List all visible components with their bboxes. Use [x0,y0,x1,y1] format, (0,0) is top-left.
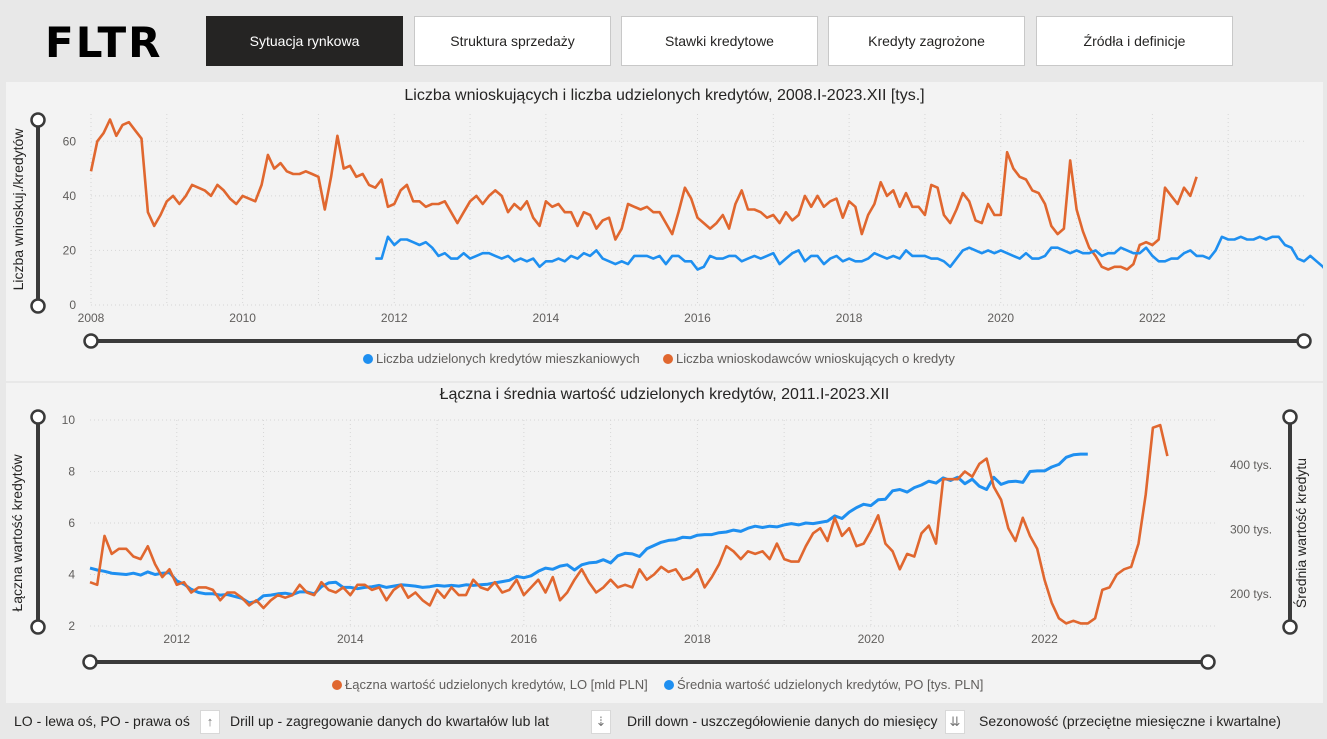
x-range-slider-handle-left[interactable] [83,333,99,349]
series-line-udzielone [375,235,1327,275]
x-tick-label: 2010 [229,311,256,325]
chart-title: Łączna i średnia wartość udzielonych kre… [439,386,890,403]
tab-sytuacja-rynkowa[interactable]: Sytuacja rynkowa [206,16,403,66]
x-tick-label: 2020 [858,632,885,646]
y-tick-label: 8 [68,465,75,479]
y-right-tick-label: 200 tys. [1230,587,1272,601]
x-range-slider-handle-right[interactable] [1296,333,1312,349]
drill-up-icon[interactable]: ↑ [200,710,220,734]
x-tick-label: 2016 [510,632,537,646]
x-tick-label: 2014 [337,632,364,646]
x-tick-label: 2020 [987,311,1014,325]
y-range-slider-handle-top[interactable] [30,112,46,128]
tab-kredyty-zagrozone[interactable]: Kredyty zagrożone [828,16,1025,66]
legend-marker-laczna [332,680,342,690]
x-tick-label: 2018 [684,632,711,646]
x-tick-label: 2014 [533,311,560,325]
legend-label-laczna: Łączna wartość udzielonych kredytów, LO … [345,677,648,692]
chart-applicants-svg: 0 20 40 60 2008 2010 2012 2014 2016 2018 2020 2022 L… [10,112,1327,366]
legend-marker-udzielone [363,354,373,364]
x-tick-label: 2012 [381,311,408,325]
y-tick-label: 0 [69,298,76,312]
series-line-wnioskodawcy [89,118,1198,271]
x-tick-label: 2012 [163,632,190,646]
chart-panel-applicants: Liczba wnioskujących i liczba udzielonyc… [6,82,1327,381]
y-range-slider-handle-bottom[interactable] [1282,619,1298,635]
x-range-slider-handle-right[interactable] [1200,654,1216,670]
y-range-slider-handle-top[interactable] [1282,409,1298,425]
x-tick-label: 2008 [78,311,105,325]
x-tick-label: 2022 [1139,311,1166,325]
legend-label-srednia: Średnia wartość udzielonych kredytów, PO… [677,677,983,692]
y-tick-label: 4 [68,568,75,582]
y-range-slider-handle-bottom[interactable] [30,619,46,635]
legend-marker-wnioskodawcy [663,354,673,364]
seasonality-label: Sezonowość (przeciętne miesięczne i kwar… [979,713,1281,729]
footer-bar: LO - lewa oś, PO - prawa oś ↑ Drill up -… [0,705,1327,739]
y-tick-label: 2 [68,619,75,633]
seasonality-icon[interactable]: ⇊ [945,710,965,734]
y-tick-label: 10 [62,413,76,427]
drill-down-icon[interactable]: ⇣ [591,710,611,734]
x-tick-label: 2022 [1031,632,1058,646]
x-tick-label: 2016 [684,311,711,325]
y-tick-label: 40 [63,189,77,203]
chart-panel-value: Łączna i średnia wartość udzielonych kre… [6,383,1323,703]
axes-note: LO - lewa oś, PO - prawa oś [14,713,190,729]
logo: FLTR [45,18,163,67]
y-range-slider-handle-top[interactable] [30,409,46,425]
y-tick-label: 20 [63,243,77,257]
drill-up-label: Drill up - zagregowanie danych do kwarta… [230,713,550,729]
x-tick-label: 2018 [836,311,863,325]
chart-title: Liczba wnioskujących i liczba udzielonyc… [404,87,925,104]
series-line-laczna [89,423,1169,625]
legend-label-wnioskodawcy: Liczba wnioskodawców wnioskujących o kre… [676,351,955,366]
y-axis-label: Łączna wartość kredytów [9,454,25,612]
y-axis-label: Liczba wnioskuj./kredytów [10,128,26,291]
y-range-slider-handle-bottom[interactable] [30,298,46,314]
x-range-slider-handle-left[interactable] [82,654,98,670]
tab-stawki-kredytowe[interactable]: Stawki kredytowe [621,16,818,66]
tab-zrodla-definicje[interactable]: Źródła i definicje [1036,16,1233,66]
y-right-tick-label: 400 tys. [1230,458,1272,472]
y-axis-label-right: Średnia wartość kredytu [1292,458,1309,608]
y-right-tick-label: 300 tys. [1230,522,1272,536]
chart-value-svg: 2 4 6 8 10 200 tys. 300 tys. 400 tys. 2012 2014 20… [9,409,1309,692]
legend-marker-srednia [664,680,674,690]
legend-label-udzielone: Liczba udzielonych kredytów mieszkaniowy… [376,351,640,366]
tab-struktura-sprzedazy[interactable]: Struktura sprzedaży [414,16,611,66]
y-tick-label: 6 [68,516,75,530]
y-tick-label: 60 [63,134,77,148]
drill-down-label: Drill down - uszczegółowienie danych do … [627,713,938,729]
